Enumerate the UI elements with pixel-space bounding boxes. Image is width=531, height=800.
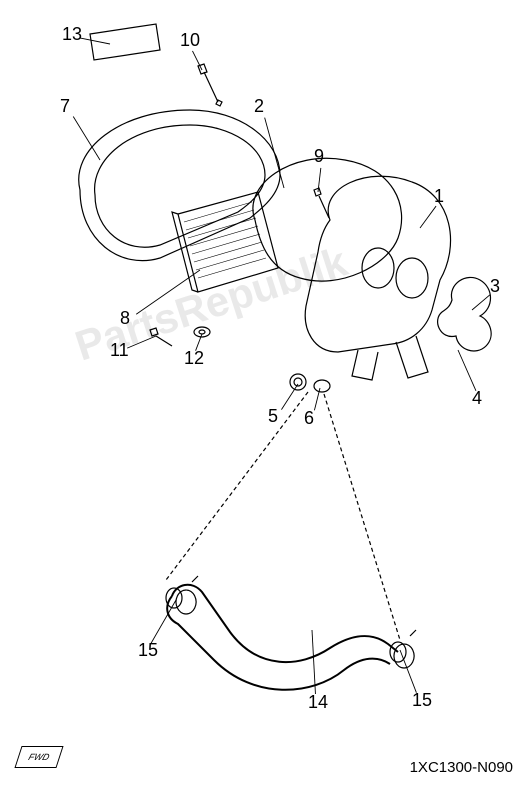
callout-2: 2: [254, 96, 264, 117]
diagram-part-code: 1XC1300-N090: [410, 759, 513, 776]
callout-15: 15: [138, 640, 158, 661]
callout-15: 15: [412, 690, 432, 711]
callout-8: 8: [120, 308, 130, 329]
callout-14: 14: [308, 692, 328, 713]
callout-13: 13: [62, 24, 82, 45]
diagram-lineart: [0, 0, 531, 800]
callout-1: 1: [434, 186, 444, 207]
fwd-label: FWD: [27, 752, 51, 762]
callout-10: 10: [180, 30, 200, 51]
callout-7: 7: [60, 96, 70, 117]
callout-4: 4: [472, 388, 482, 409]
callout-6: 6: [304, 408, 314, 429]
callout-9: 9: [314, 146, 324, 167]
callout-5: 5: [268, 406, 278, 427]
callout-11: 11: [110, 340, 129, 361]
callout-3: 3: [490, 276, 500, 297]
fwd-badge: FWD: [14, 746, 63, 768]
callout-12: 12: [184, 348, 204, 369]
